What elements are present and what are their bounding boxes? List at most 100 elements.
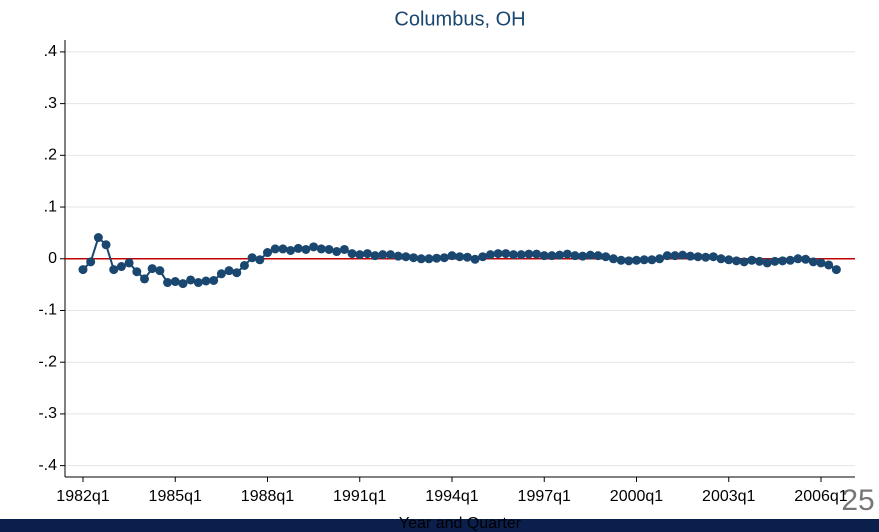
data-point: [316, 244, 326, 254]
x-tick-label: 1985q1: [149, 488, 202, 505]
data-point: [216, 269, 226, 279]
data-point: [478, 252, 488, 262]
data-point: [716, 254, 726, 264]
data-point: [232, 268, 242, 278]
data-point: [116, 262, 126, 272]
data-point: [485, 250, 495, 260]
data-point: [347, 249, 357, 259]
data-point: [378, 250, 388, 260]
data-point: [209, 275, 219, 285]
data-point: [747, 255, 757, 265]
data-point: [324, 244, 334, 254]
y-tick-label: -.4: [38, 457, 57, 474]
x-tick-label: 1994q1: [425, 488, 478, 505]
x-tick-label: 1982q1: [56, 488, 109, 505]
data-point: [447, 251, 457, 261]
data-point: [462, 252, 472, 262]
data-point: [178, 279, 188, 289]
footer-bar: [0, 519, 879, 532]
data-point: [409, 253, 419, 263]
x-tick-label: 1988q1: [241, 488, 294, 505]
data-point: [793, 254, 803, 264]
x-tick-label: 1991q1: [333, 488, 386, 505]
data-point: [616, 255, 626, 265]
y-tick-label: .2: [44, 147, 57, 164]
data-point: [532, 249, 542, 259]
y-tick-label: -.2: [38, 353, 57, 370]
data-point: [509, 250, 518, 260]
data-point: [562, 249, 572, 259]
data-point: [416, 254, 426, 264]
chart-title: Columbus, OH: [394, 8, 525, 30]
data-point: [593, 251, 603, 261]
x-tick-label: 2000q1: [610, 488, 663, 505]
data-point: [140, 274, 149, 284]
data-point: [647, 255, 657, 265]
data-point: [670, 251, 680, 261]
data-point: [731, 256, 741, 266]
data-point: [516, 250, 526, 260]
data-point: [393, 251, 403, 261]
data-point: [708, 252, 718, 262]
data-point: [724, 255, 734, 265]
data-point: [155, 266, 165, 276]
data-point: [370, 251, 380, 261]
data-point: [685, 251, 695, 261]
data-point: [455, 252, 465, 262]
data-point: [147, 264, 157, 274]
data-point: [470, 254, 480, 264]
data-point: [755, 256, 764, 266]
data-point: [432, 253, 442, 263]
data-point: [816, 258, 826, 268]
data-point: [239, 260, 249, 270]
data-point: [539, 251, 549, 261]
data-point: [770, 256, 780, 266]
data-point: [608, 254, 618, 264]
data-point: [678, 250, 688, 260]
data-point: [401, 252, 411, 262]
data-point: [501, 249, 511, 259]
data-point: [808, 257, 818, 267]
data-point: [824, 260, 834, 270]
y-tick-label: -.3: [38, 405, 57, 422]
data-point: [624, 256, 634, 266]
data-point: [163, 278, 173, 288]
data-point: [701, 252, 711, 262]
data-point: [439, 253, 449, 263]
x-tick-label: 2003q1: [702, 488, 755, 505]
data-point: [362, 249, 372, 259]
data-point: [570, 251, 580, 261]
data-point: [601, 252, 611, 262]
data-point: [109, 265, 119, 275]
data-point: [132, 267, 142, 277]
data-point: [639, 255, 649, 265]
data-point: [263, 248, 272, 258]
data-point: [124, 258, 134, 268]
data-point: [339, 244, 349, 254]
y-tick-label: 0: [48, 250, 57, 267]
data-point: [286, 245, 296, 255]
data-point: [170, 277, 180, 287]
x-tick-label: 1997q1: [518, 488, 571, 505]
data-point: [186, 275, 196, 285]
data-point: [201, 276, 211, 286]
data-point: [86, 257, 96, 267]
data-point: [224, 266, 234, 276]
data-point: [270, 244, 280, 254]
data-point: [255, 255, 265, 265]
data-point: [762, 258, 772, 268]
page-number: 25: [841, 484, 874, 517]
y-tick-label: .3: [44, 95, 57, 112]
data-point: [78, 265, 88, 275]
data-point: [293, 243, 303, 253]
data-point: [547, 251, 557, 261]
data-point: [739, 257, 749, 267]
data-point: [555, 250, 565, 260]
data-point: [585, 250, 595, 260]
data-point: [193, 278, 203, 288]
data-point: [386, 250, 395, 260]
data-point: [655, 254, 665, 264]
x-tick-label: 2006q1: [794, 488, 847, 505]
data-point: [524, 249, 534, 259]
